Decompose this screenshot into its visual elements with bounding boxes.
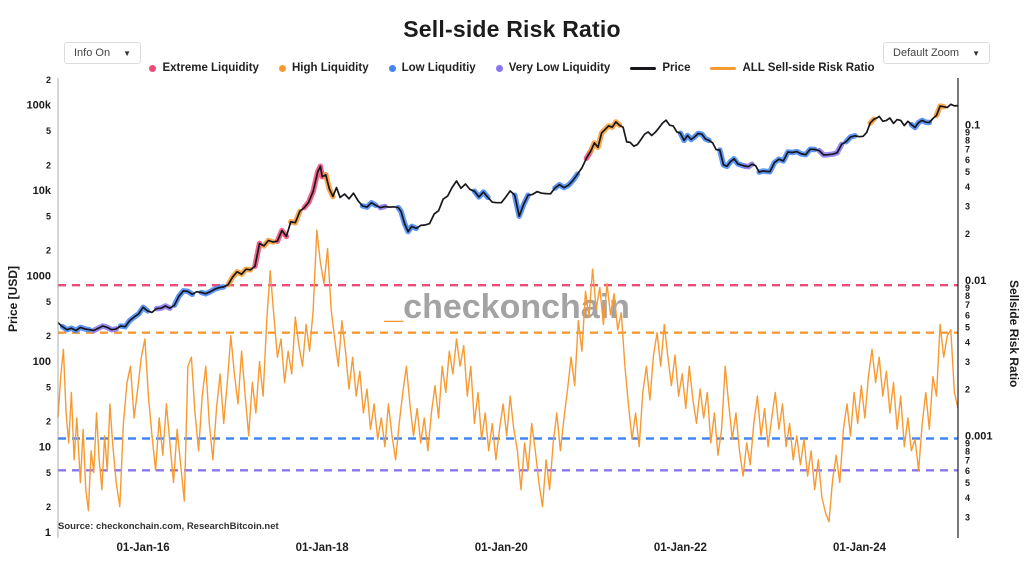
legend: Extreme Liquidity High Liquidity Low Liqud… (0, 62, 1024, 74)
ratio-tick-label: 2 (965, 229, 970, 239)
zoom-dropdown-label: Default Zoom (893, 47, 960, 59)
legend-item-very-low-liquidity[interactable]: Very Low Liquidity (495, 62, 611, 74)
legend-item-all-sell-side-risk-ratio[interactable]: ALL Sell-side Risk Ratio (710, 62, 875, 74)
ratio-tick-label: 5 (965, 167, 970, 177)
ratio-tick-label: 6 (965, 155, 970, 165)
right-axis-title: Sellside Risk Ratio (1007, 280, 1021, 388)
ratio-tick-label: 9 (965, 438, 970, 448)
legend-item-label: ALL Sell-side Risk Ratio (742, 62, 875, 74)
price-tick-label: 2 (46, 246, 51, 256)
legend-dot-swatch (388, 64, 396, 72)
watermark-underscore: _ (384, 288, 404, 326)
price-tick-label: 100 (33, 356, 51, 368)
ratio-tick-label: 4 (965, 182, 970, 192)
ratio-tick-label: 8 (965, 446, 970, 456)
chevron-down-icon: ▼ (972, 48, 980, 58)
ratio-tick-label: 7 (965, 300, 970, 310)
legend-line-swatch (710, 66, 737, 70)
legend-item-high-liquidity[interactable]: High Liquidity (278, 62, 369, 74)
ratio-tick-label: 0.01 (965, 275, 986, 287)
x-tick-label: 01-Jan-16 (117, 542, 170, 554)
legend-item-label: Price (662, 62, 691, 74)
price-tick-label: 5 (46, 297, 51, 307)
ratio-tick-label: 2 (965, 384, 970, 394)
ratio-tick-label: 8 (965, 135, 970, 145)
x-tick-label: 01-Jan-20 (475, 542, 528, 554)
page-title: Sell-side Risk Ratio (403, 16, 621, 42)
price-tick-label: 5 (46, 383, 51, 393)
legend-line-swatch (630, 66, 657, 70)
legend-item-low-liquditiy[interactable]: Low Liquditiy (388, 62, 476, 74)
ratio-tick-label: 9 (965, 127, 970, 137)
legend-item-extreme-liquidity[interactable]: Extreme Liquidity (149, 62, 259, 74)
ratio-tick-label: 8 (965, 291, 970, 301)
info-dropdown[interactable]: Info On ▼ (64, 42, 141, 64)
legend-dot-swatch (495, 64, 503, 72)
price-tick-label: 2 (46, 502, 51, 512)
x-tick-label: 01-Jan-24 (833, 542, 887, 554)
price-regime-high (225, 266, 254, 288)
ratio-tick-label: 3 (965, 513, 970, 523)
price-tick-label: 5 (46, 126, 51, 136)
price-tick-label: 10k (33, 185, 52, 197)
ratio-tick-label: 4 (965, 338, 970, 348)
price-tick-label: 5 (46, 468, 51, 478)
ratio-tick-label: 5 (965, 478, 970, 488)
price-tick-label: 2 (46, 75, 51, 85)
source-attribution: Source: checkonchain.com, ResearchBitcoi… (58, 521, 279, 532)
chevron-down-icon: ▼ (123, 48, 131, 58)
ratio-tick-label: 5 (965, 323, 970, 333)
legend-item-label: Very Low Liquidity (508, 62, 611, 74)
price-tick-label: 2 (46, 331, 51, 341)
ratio-tick-label: 3 (965, 202, 970, 212)
x-tick-label: 01-Jan-22 (654, 542, 707, 554)
legend-item-label: Extreme Liquidity (162, 62, 259, 74)
legend-dot-swatch (278, 64, 286, 72)
watermark-text: checkonchain (403, 288, 630, 326)
legend-item-label: High Liquidity (291, 62, 369, 74)
price-tick-label: 5 (46, 212, 51, 222)
ratio-tick-label: 0.1 (965, 119, 980, 131)
zoom-dropdown[interactable]: Default Zoom ▼ (883, 42, 990, 64)
legend-dot-swatch (149, 64, 157, 72)
price-tick-label: 10 (39, 441, 51, 453)
price-tick-label: 1 (45, 527, 51, 539)
price-tick-label: 2 (46, 417, 51, 427)
ratio-tick-label: 4 (965, 493, 970, 503)
x-tick-label: 01-Jan-18 (296, 542, 350, 554)
price-tick-label: 2 (46, 160, 51, 170)
info-dropdown-label: Info On (74, 47, 111, 59)
price-regime-high (588, 119, 623, 154)
price-tick-label: 100k (27, 100, 52, 112)
ratio-tick-label: 6 (965, 466, 970, 476)
ratio-tick-label: 9 (965, 283, 970, 293)
watermark: _checkonchain (384, 288, 630, 327)
legend-item-price[interactable]: Price (630, 62, 690, 74)
ratio-tick-label: 3 (965, 357, 970, 367)
ratio-tick-label: 0.001 (965, 430, 993, 442)
legend-item-label: Low Liquditiy (401, 62, 476, 74)
price-tick-label: 1000 (27, 270, 51, 282)
ratio-tick-label: 6 (965, 310, 970, 320)
risk-ratio-line (57, 229, 959, 523)
ratio-tick-label: 7 (965, 144, 970, 154)
ratio-tick-label: 7 (965, 455, 970, 465)
price-line (57, 103, 959, 332)
left-axis-title: Price [USD] (6, 266, 20, 333)
